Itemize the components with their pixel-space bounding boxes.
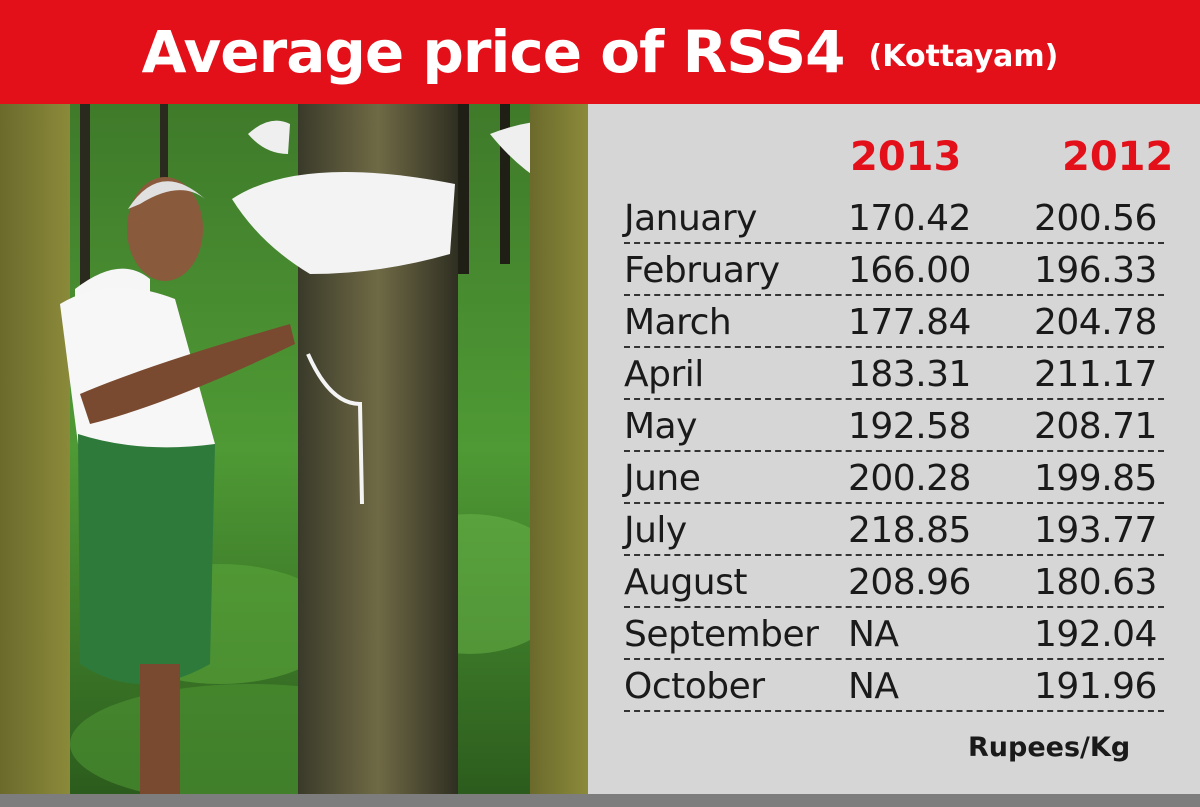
month-cell: July — [624, 510, 687, 551]
chart-subtitle: (Kottayam) — [868, 38, 1059, 74]
table-row: May 192.58 208.71 — [624, 400, 1164, 452]
table-row: February 166.00 196.33 — [624, 244, 1164, 296]
price-2013-cell: 170.42 — [848, 198, 971, 239]
month-cell: January — [624, 198, 757, 239]
month-cell: April — [624, 354, 704, 395]
price-2012-cell: 191.96 — [1034, 666, 1157, 707]
price-2013-cell: 192.58 — [848, 406, 971, 447]
table-body: January 170.42 200.56 February 166.00 196.33 M… — [624, 192, 1164, 712]
price-2013-cell: 200.28 — [848, 458, 971, 499]
price-2013-cell: NA — [848, 666, 899, 707]
price-2012-cell: 199.85 — [1034, 458, 1157, 499]
price-2012-cell: 211.17 — [1034, 354, 1157, 395]
price-2012-cell: 180.63 — [1034, 562, 1157, 603]
unit-label: Rupees/Kg — [968, 732, 1131, 763]
month-cell: June — [624, 458, 701, 499]
price-2012-cell: 204.78 — [1034, 302, 1157, 343]
price-2013-cell: 218.85 — [848, 510, 971, 551]
table-row: March 177.84 204.78 — [624, 296, 1164, 348]
price-2012-cell: 200.56 — [1034, 198, 1157, 239]
table-row: October NA 191.96 — [624, 660, 1164, 712]
month-cell: August — [624, 562, 747, 603]
column-header-2013: 2013 — [850, 134, 962, 180]
price-2012-cell: 192.04 — [1034, 614, 1157, 655]
price-2012-cell: 193.77 — [1034, 510, 1157, 551]
table-row: January 170.42 200.56 — [624, 192, 1164, 244]
bottom-strip — [0, 794, 1200, 807]
month-cell: October — [624, 666, 765, 707]
price-2013-cell: 208.96 — [848, 562, 971, 603]
price-2013-cell: 177.84 — [848, 302, 971, 343]
chart-title: Average price of RSS4 — [141, 18, 846, 86]
price-2013-cell: 183.31 — [848, 354, 971, 395]
table-row: August 208.96 180.63 — [624, 556, 1164, 608]
price-2013-cell: 166.00 — [848, 250, 971, 291]
table-row: April 183.31 211.17 — [624, 348, 1164, 400]
table-row: September NA 192.04 — [624, 608, 1164, 660]
price-table: 2013 2012 January 170.42 200.56 February 166… — [588, 104, 1200, 794]
title-banner: Average price of RSS4 (Kottayam) — [0, 0, 1200, 104]
rubber-tapper-photo — [0, 104, 588, 794]
price-2012-cell: 208.71 — [1034, 406, 1157, 447]
price-2013-cell: NA — [848, 614, 899, 655]
column-header-2012: 2012 — [1062, 134, 1174, 180]
month-cell: May — [624, 406, 697, 447]
month-cell: March — [624, 302, 732, 343]
price-2012-cell: 196.33 — [1034, 250, 1157, 291]
table-row: July 218.85 193.77 — [624, 504, 1164, 556]
month-cell: February — [624, 250, 780, 291]
month-cell: September — [624, 614, 819, 655]
table-row: June 200.28 199.85 — [624, 452, 1164, 504]
